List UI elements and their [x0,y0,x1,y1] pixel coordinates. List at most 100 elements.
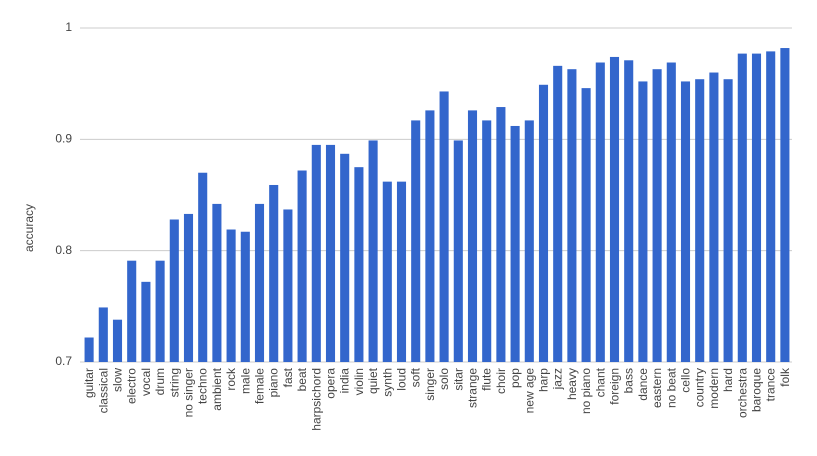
bar [155,260,165,362]
y-tick-label: 0.9 [55,132,72,146]
bar [396,181,407,362]
x-tick-label: quiet [366,367,380,394]
bar [340,153,350,362]
bar [482,120,492,362]
x-tick-label: techno [196,368,210,404]
bar [766,51,776,362]
x-tick-label: loud [395,368,409,391]
bar [723,79,733,363]
x-tick-label: baroque [750,368,764,412]
x-tick-label: folk [778,367,792,387]
bar [112,319,123,362]
bar [98,307,108,362]
bar [453,140,463,362]
x-tick-label: piano [267,368,281,398]
x-tick-label: strange [466,368,480,408]
x-tick-label: dance [636,368,650,401]
bar [780,48,790,362]
bar [368,140,378,362]
x-tick-label: heavy [565,368,579,400]
bar [127,260,137,362]
bar [382,181,392,362]
x-tick-label: harpsichord [309,368,323,431]
bar [297,170,307,362]
x-tick-label: hard [721,368,735,392]
bar [595,62,605,362]
x-tick-label: rock [224,367,238,391]
bar [467,110,478,363]
x-tick-label: sitar [451,368,465,391]
x-tick-label: slow [111,368,125,392]
bar [141,281,151,362]
x-tick-label: choir [494,368,508,394]
x-tick-label: violin [352,368,366,395]
bar [666,62,676,362]
x-tick-label: synth [380,368,394,397]
bar [538,84,549,362]
bar [254,203,265,362]
x-tick-label: india [338,368,352,394]
bar [638,81,648,362]
x-tick-label: vocal [139,368,153,396]
x-tick-label: no piano [579,368,593,414]
bar [183,213,194,362]
bar [567,69,577,363]
x-tick-label: modern [707,368,721,409]
x-tick-label: country [693,368,707,407]
x-tick-label: solo [437,368,451,390]
x-tick-label: drum [153,368,167,395]
bar [609,56,620,363]
x-tick-label: pop [508,368,522,388]
bar [751,53,762,363]
bar [553,65,563,362]
bar [212,203,222,362]
y-tick-label: 1 [65,20,72,34]
x-tick-label: beat [295,367,309,391]
bar [198,172,208,362]
x-tick-label: string [167,368,181,397]
bar [581,88,591,363]
bar [269,184,279,362]
bar [624,60,634,362]
x-tick-label: new age [522,368,536,414]
x-tick-label: flute [480,368,494,391]
bar [524,120,534,362]
bar [240,231,250,362]
x-tick-label: opera [324,368,338,399]
bar [169,219,179,362]
bar [84,337,94,362]
x-tick-label: male [238,368,252,394]
x-tick-label: no beat [664,367,678,408]
bar [510,125,520,363]
y-tick-label: 0.7 [55,354,72,368]
x-tick-label: jazz [551,368,565,390]
bar [439,91,449,363]
y-axis-label: accuracy [22,204,36,252]
bar [283,209,293,362]
x-tick-label: no singer [182,368,196,417]
x-tick-label: bass [622,368,636,393]
bar [680,81,691,362]
bar [411,120,421,362]
x-tick-label: eastern [650,368,664,408]
x-tick-label: trance [764,368,778,402]
x-tick-label: female [253,368,267,404]
bar [226,229,236,362]
x-tick-label: cello [679,368,693,393]
x-tick-label: singer [423,368,437,401]
bar [425,110,435,363]
bar [325,144,336,362]
x-tick-label: classical [96,368,110,413]
x-tick-label: chant [593,367,607,397]
x-tick-label: fast [281,367,295,387]
bar [652,69,662,363]
x-tick-label: electro [125,368,139,404]
bar [737,53,747,363]
y-tick-label: 0.8 [55,243,72,257]
bar [709,72,719,363]
x-tick-label: harp [537,368,551,392]
bar [496,107,506,363]
x-tick-label: orchestra [735,368,749,418]
x-tick-label: soft [409,367,423,387]
